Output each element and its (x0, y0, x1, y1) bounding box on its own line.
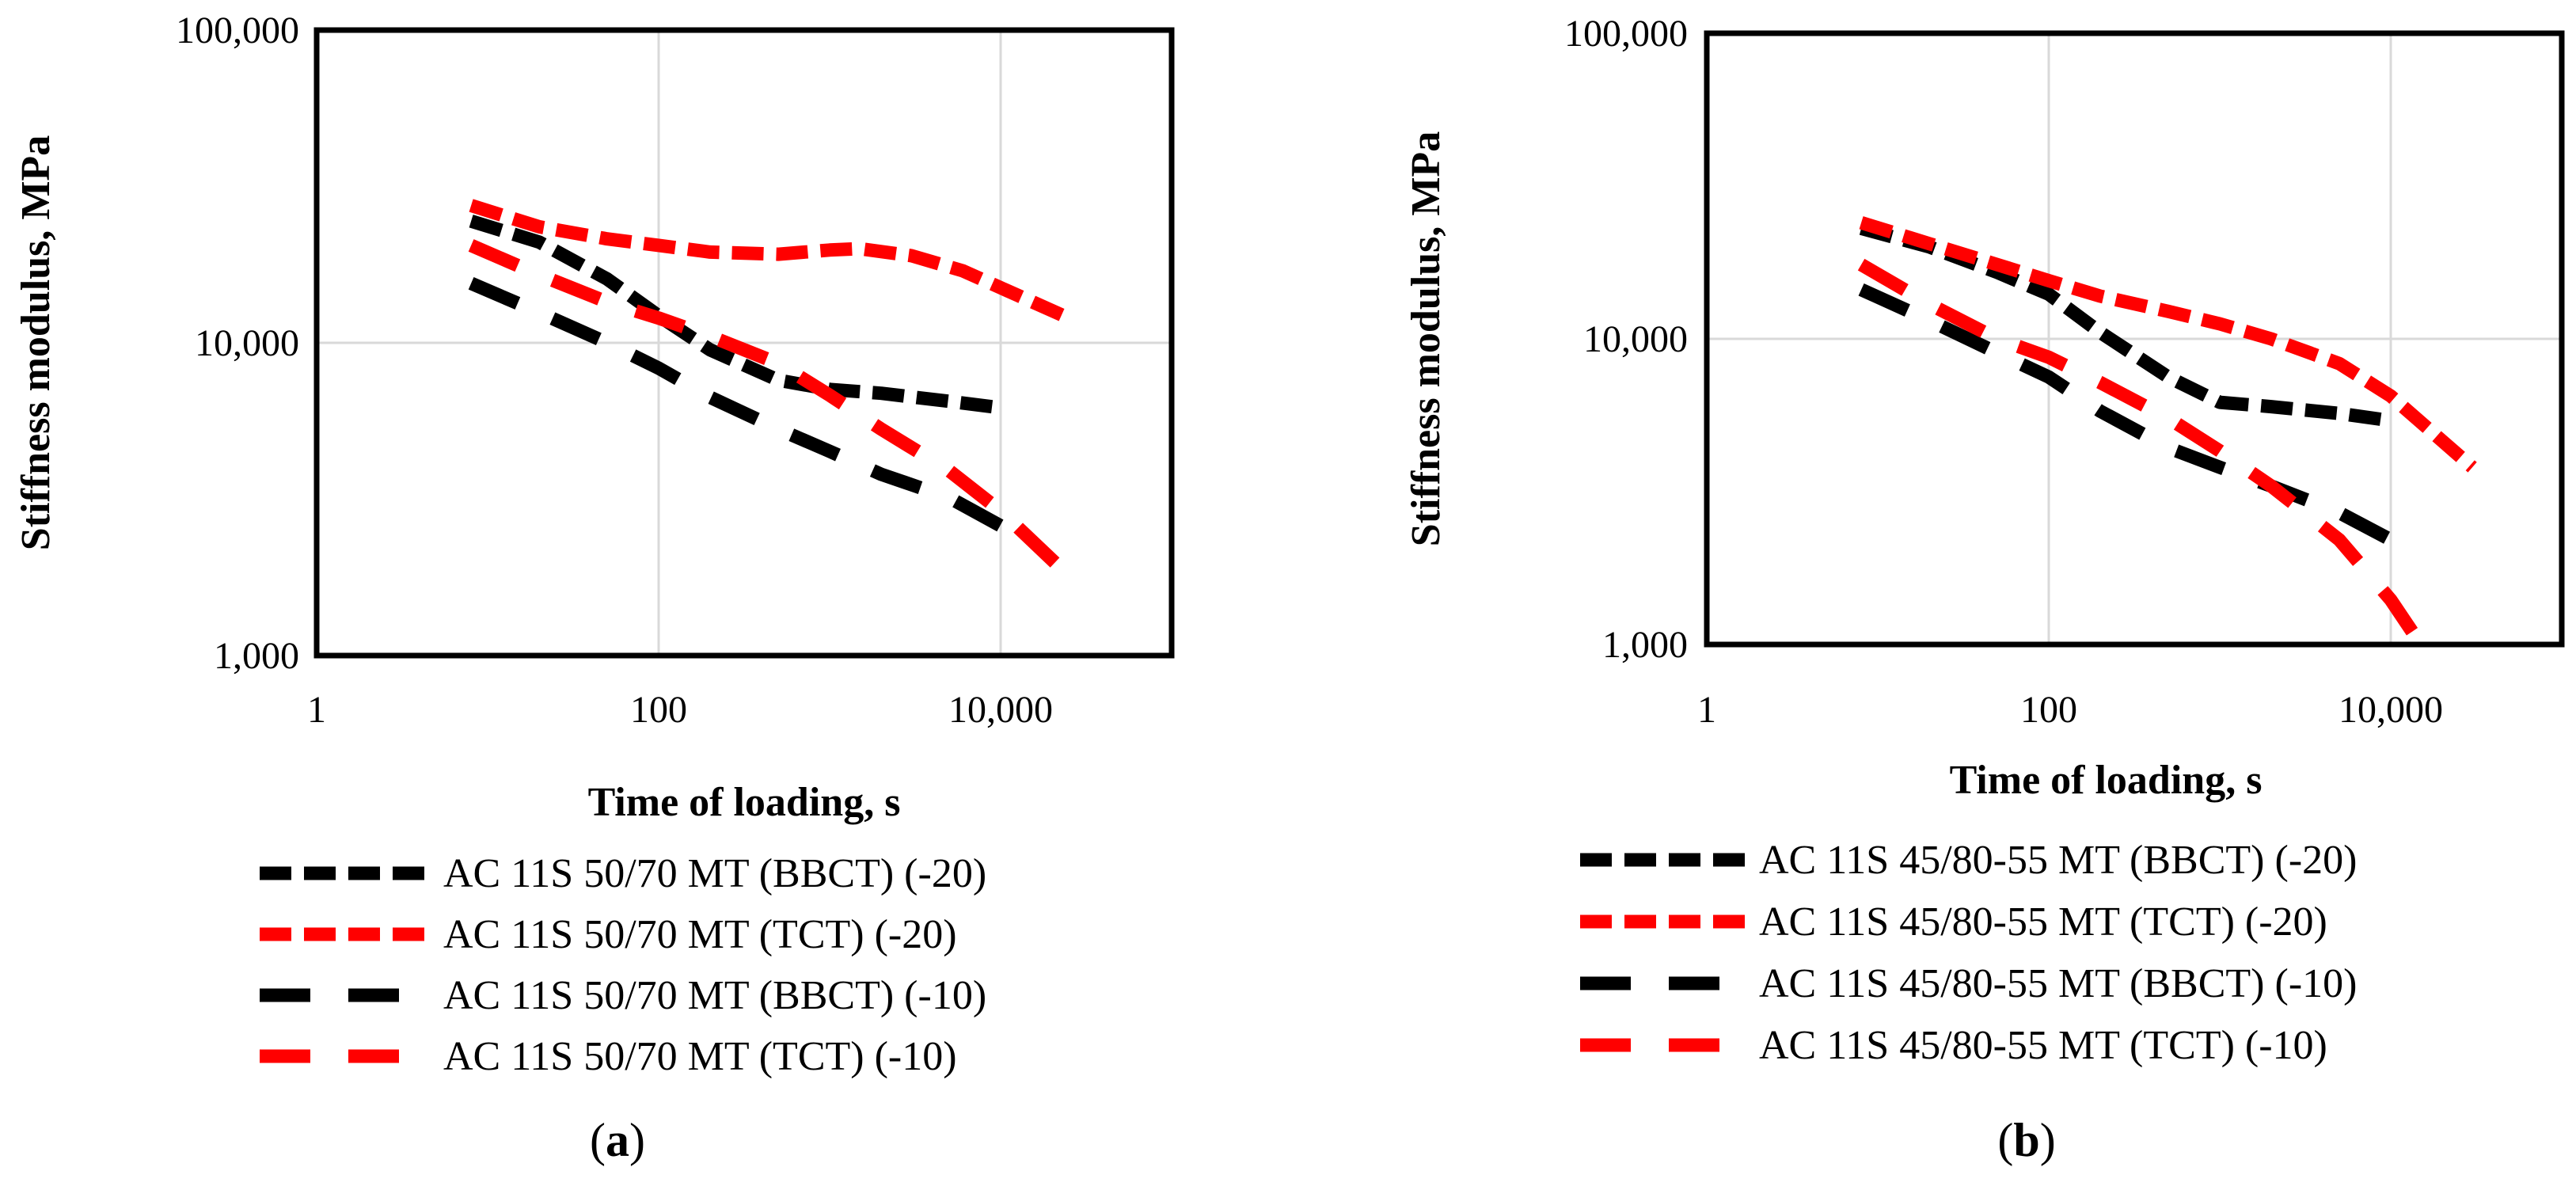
y-axis-title: Stiffness modulus, MPa (13, 135, 59, 550)
series-line-3 (1857, 258, 2430, 644)
legend-label: AC 11S 50/70 MT (TCT) (-10) (443, 1034, 957, 1079)
panel-label-close: ) (2040, 1114, 2056, 1166)
legend-label: AC 11S 50/70 MT (TCT) (-20) (443, 912, 957, 957)
series-line-2 (468, 276, 1005, 532)
plot-area-border (313, 27, 1175, 659)
x-tick-label: 100 (2020, 689, 2077, 731)
y-tick-label: 100,000 (1564, 13, 1688, 55)
x-tick-label: 100 (630, 689, 687, 731)
series-group (468, 199, 1073, 581)
panel-label-letter: a (606, 1114, 629, 1166)
panel-label-open: ( (590, 1114, 606, 1166)
y-tick-label: 1,000 (214, 635, 299, 677)
panel-label: (a) (590, 1114, 645, 1166)
legend-label: AC 11S 45/80-55 MT (BBCT) (-20) (1759, 838, 2357, 883)
series-line-3 (468, 239, 1073, 581)
y-tick-label: 1,000 (1602, 624, 1688, 666)
chart-panel-b: 1,000 10,000 100,000 1 100 10,000 Time of load… (1404, 13, 2565, 1166)
legend-label: AC 11S 45/80-55 MT (TCT) (-10) (1759, 1023, 2327, 1068)
series-line-2 (1858, 283, 2394, 546)
legend-label: AC 11S 45/80-55 MT (TCT) (-20) (1759, 899, 2327, 945)
chart-panel-a: 1,000 10,000 100,000 1 100 10,000 Time of load… (13, 10, 1175, 1166)
y-tick-label: 10,000 (1583, 318, 1688, 360)
x-tick-label: 10,000 (2339, 689, 2443, 731)
x-tick-label: 1 (1697, 689, 1716, 731)
x-axis-title: Time of loading, s (588, 780, 901, 825)
legend-label: AC 11S 50/70 MT (BBCT) (-20) (443, 851, 986, 896)
y-tick-label: 10,000 (195, 322, 299, 364)
series-line-1 (469, 199, 1072, 325)
y-axis-title: Stiffness modulus, MPa (1404, 131, 1449, 546)
plot-area-border (1704, 30, 2565, 648)
x-tick-label: 10,000 (948, 689, 1053, 731)
panel-label-close: ) (629, 1114, 645, 1166)
x-tick-label: 1 (307, 689, 326, 731)
series-line-1 (1859, 216, 2477, 473)
series-line-0 (469, 215, 1002, 415)
y-tick-label: 100,000 (176, 10, 299, 51)
panel-label-letter: b (2013, 1114, 2039, 1166)
legend: AC 11S 50/70 MT (BBCT) (-20) AC 11S 50/70… (260, 851, 986, 1079)
legend-label: AC 11S 45/80-55 MT (BBCT) (-10) (1759, 961, 2357, 1006)
panel-label: (b) (1997, 1114, 2055, 1166)
legend: AC 11S 45/80-55 MT (BBCT) (-20) AC 11S 45… (1580, 838, 2357, 1068)
series-group (1857, 216, 2477, 644)
x-axis-title: Time of loading, s (1950, 758, 2263, 803)
panel-label-open: ( (1997, 1114, 2013, 1166)
legend-label: AC 11S 50/70 MT (BBCT) (-10) (443, 973, 986, 1018)
